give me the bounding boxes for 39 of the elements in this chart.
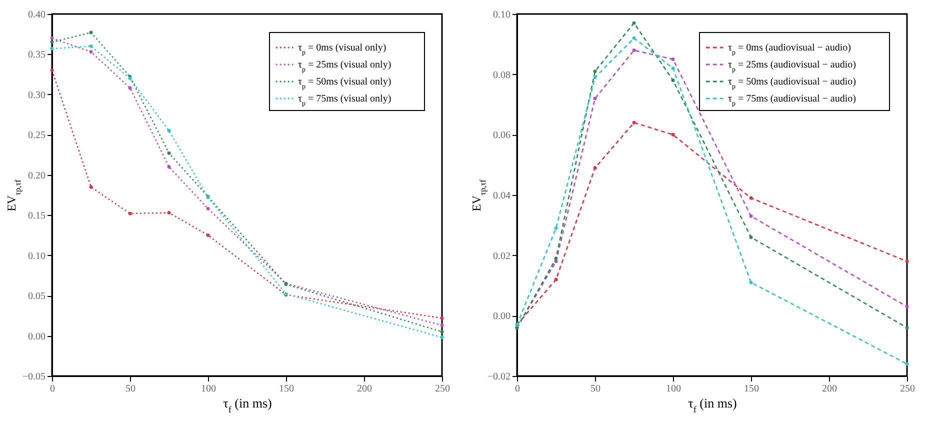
x-tick-label: 100 — [666, 384, 681, 394]
y-tick-label: 0.06 — [493, 130, 510, 142]
x-tick-label: 150 — [744, 384, 759, 394]
y-tick-label: 0.10 — [493, 10, 510, 20]
x-tick-label: 0 — [50, 384, 55, 394]
y-tick-label: 0.10 — [28, 250, 46, 262]
x-tick-label: 250 — [435, 384, 450, 394]
y-tick-label: 0.20 — [28, 170, 46, 182]
y-tick-label: 0.35 — [28, 50, 46, 61]
x-tick-label: 50 — [590, 384, 600, 394]
y-tick-label: 0.15 — [28, 210, 46, 222]
y-tick-label: 0.02 — [493, 250, 510, 262]
x-tick-label: 150 — [279, 384, 294, 394]
y-tick-label: 0.30 — [28, 90, 46, 101]
legend-label: τ$_{p}$ = 25ms (audiovisual − audio) — [728, 60, 856, 74]
legend-label: τ$_{p}$ = 50ms (visual only) — [298, 76, 392, 90]
y-tick-label: 0.00 — [28, 331, 46, 342]
x-axis-title: τ$_{f}$ (in ms) — [688, 396, 737, 414]
x-tick-label: 200 — [822, 384, 837, 394]
x-tick-label: 50 — [126, 384, 136, 394]
legend-label: τ$_{p}$ = 50ms (audiovisual − audio) — [728, 76, 856, 90]
y-tick-label: −0.05 — [22, 372, 46, 382]
y-tick-label: −0.02 — [487, 372, 510, 382]
y-tick-label: 0.00 — [493, 311, 510, 322]
legend-label: τ$_{p}$ = 75ms (visual only) — [298, 94, 392, 108]
x-axis-title: τ$_{f}$ (in ms) — [223, 396, 272, 414]
legend-label: τ$_{p}$ = 25ms (visual only) — [298, 60, 392, 74]
y-tick-label: 0.25 — [28, 130, 46, 142]
y-tick-label: 0.08 — [493, 70, 510, 81]
legend-label: τ$_{p}$ = 0ms (visual only) — [298, 42, 386, 56]
y-tick-label: 0.40 — [28, 10, 46, 20]
x-tick-label: 0 — [515, 384, 520, 394]
y-tick-label: 0.04 — [493, 190, 510, 202]
legend-label: τ$_{p}$ = 0ms (audiovisual − audio) — [728, 42, 851, 56]
y-tick-label: 0.05 — [28, 291, 46, 302]
x-tick-label: 200 — [357, 384, 372, 394]
x-tick-label: 250 — [900, 384, 915, 394]
legend-label: τ$_{p}$ = 75ms (audiovisual − audio) — [728, 94, 856, 108]
x-tick-label: 100 — [201, 384, 216, 394]
